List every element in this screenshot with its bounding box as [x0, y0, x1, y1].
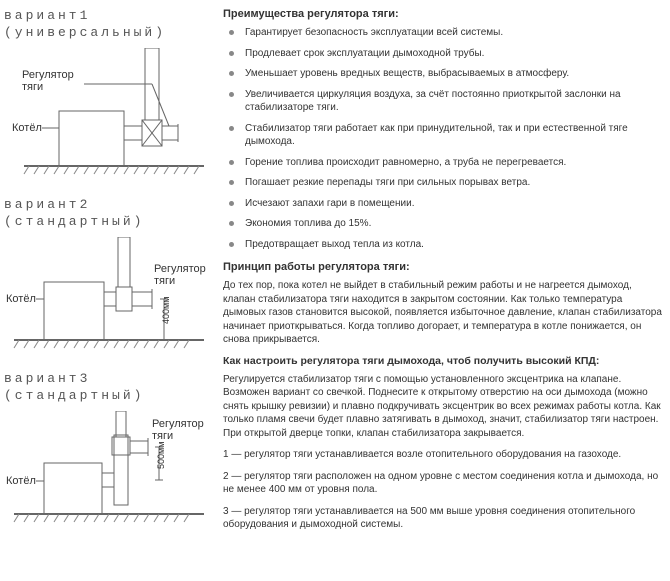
- variant3-title: вариант3: [4, 371, 213, 386]
- label-boiler-2: Котёл: [6, 293, 36, 305]
- advantage-item: Горение топлива происходит равномерно, а…: [241, 156, 662, 170]
- advantage-item: Погашает резкие перепады тяги при сильны…: [241, 176, 662, 190]
- advantage-item: Уменьшает уровень вредных веществ, выбра…: [241, 67, 662, 81]
- advantage-item: Исчезают запахи гари в помещении.: [241, 197, 662, 211]
- diagram-2: Котёл Регулятор тяги 400мм: [4, 237, 209, 357]
- label-boiler-3: Котёл: [6, 475, 36, 487]
- note-1: 1 — регулятор тяги устанавливается возле…: [223, 448, 662, 462]
- advantages-title: Преимущества регулятора тяги:: [223, 8, 662, 20]
- advantage-item: Гарантирует безопасность эксплуатации вс…: [241, 26, 662, 40]
- advantage-item: Увеличивается циркуляция воздуха, за счё…: [241, 88, 662, 115]
- principle-text: До тех пор, пока котел не выйдет в стаби…: [223, 279, 662, 347]
- advantages-list: Гарантирует безопасность эксплуатации вс…: [223, 26, 662, 251]
- label-regulator-2: Регулятор тяги: [154, 263, 209, 287]
- right-column: Преимущества регулятора тяги: Гарантируе…: [219, 8, 662, 573]
- diagram-3: Котёл Регулятор тяги 500мм: [4, 411, 209, 526]
- advantage-item: Стабилизатор тяги работает как при прину…: [241, 122, 662, 149]
- advantage-item: Продлевает срок эксплуатации дымоходной …: [241, 47, 662, 61]
- variant1-sub: (универсальный): [4, 25, 213, 40]
- label-regulator-3: Регулятор тяги: [152, 418, 207, 442]
- label-regulator: Регулятор тяги: [22, 69, 77, 93]
- variant3-sub: (стандартный): [4, 388, 213, 403]
- diagram-1: Котёл Регулятор тяги: [4, 48, 209, 183]
- dim-400: 400мм: [161, 297, 171, 324]
- variant2-sub: (стандартный): [4, 214, 213, 229]
- advantage-item: Экономия топлива до 15%.: [241, 217, 662, 231]
- setup-title: Как настроить регулятора тяги дымохода, …: [223, 355, 662, 367]
- advantage-item: Предотвращает выход тепла из котла.: [241, 238, 662, 252]
- variant1-title: вариант1: [4, 8, 213, 23]
- note-3: 3 — регулятор тяги устанавливается на 50…: [223, 505, 662, 532]
- label-boiler: Котёл: [12, 122, 42, 134]
- note-2: 2 — регулятор тяги расположен на одном у…: [223, 470, 662, 497]
- principle-title: Принцип работы регулятора тяги:: [223, 261, 662, 273]
- left-column: вариант1 (универсальный): [4, 8, 219, 573]
- dim-500: 500мм: [156, 442, 166, 469]
- variant2-title: вариант2: [4, 197, 213, 212]
- setup-text: Регулируется стабилизатор тяги с помощью…: [223, 373, 662, 441]
